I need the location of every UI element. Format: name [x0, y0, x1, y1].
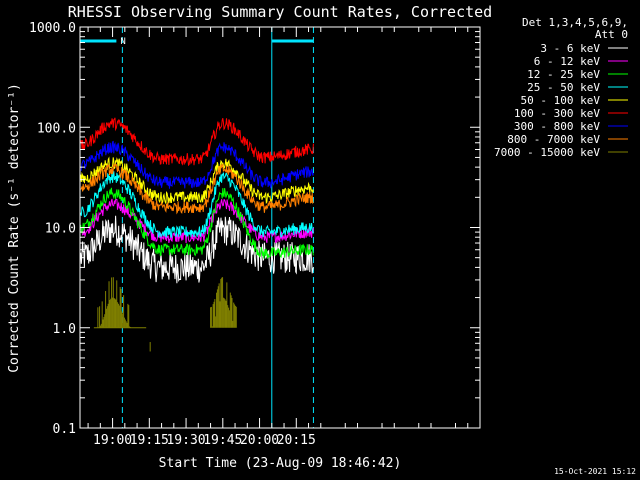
series-4: [80, 156, 314, 206]
series-6: [80, 140, 314, 189]
series-1: [80, 198, 314, 244]
x-tick-label: 19:45: [203, 433, 242, 448]
detector-info-line-2: Att 0: [595, 28, 628, 41]
legend-label: 50 - 100 keV: [521, 94, 601, 107]
legend-label: 12 - 25 keV: [527, 68, 600, 81]
x-axis-label: Start Time (23-Aug-09 18:46:42): [159, 456, 402, 471]
x-tick-label: 19:15: [130, 433, 169, 448]
legend-label: 100 - 300 keV: [514, 107, 600, 120]
y-tick-label: 1.0: [53, 322, 76, 337]
legend-label: 3 - 6 keV: [540, 42, 600, 55]
y-tick-label: 1000.0: [29, 21, 76, 36]
series-7: [80, 163, 314, 215]
flag-letter: N: [120, 37, 125, 47]
x-tick-label: 19:00: [93, 433, 132, 448]
chart-title: RHESSI Observing Summary Count Rates, Co…: [68, 3, 492, 21]
y-axis: 0.1 1.0 10.0 100.0 1000.0: [29, 21, 480, 437]
series-8: [93, 277, 238, 352]
series-3: [80, 171, 314, 238]
legend-label: 7000 - 15000 keV: [494, 146, 600, 159]
legend-label: 800 - 7000 keV: [507, 133, 600, 146]
x-tick-label: 19:30: [166, 433, 205, 448]
x-tick-label: 20:00: [240, 433, 279, 448]
legend-label: 25 - 50 keV: [527, 81, 600, 94]
detector-info: Det 1,3,4,5,6,9, Att 0: [522, 16, 628, 41]
y-tick-label: 0.1: [53, 422, 76, 437]
y-axis-label: Corrected Count Rate (s⁻¹ detector⁻¹): [7, 83, 22, 373]
x-tick-label: 20:15: [277, 433, 316, 448]
series-2: [80, 187, 314, 259]
y-tick-label: 10.0: [45, 222, 76, 237]
detector-info-line-1: Det 1,3,4,5,6,9,: [522, 16, 628, 29]
legend-label: 300 - 800 keV: [514, 120, 600, 133]
y-tick-label: 100.0: [37, 121, 76, 136]
series-5: [80, 117, 314, 167]
footer-timestamp: 15-Oct-2021 15:12: [554, 467, 636, 476]
legend-label: 6 - 12 keV: [534, 55, 601, 68]
